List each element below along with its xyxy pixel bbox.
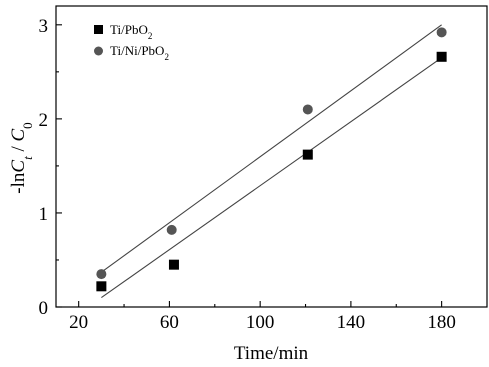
svg-text:-lnCt / C0: -lnCt / C0 — [8, 122, 35, 193]
legend-label-series-1: Ti/Ni/PbO2 — [110, 43, 169, 62]
x-tick-label: 60 — [160, 312, 179, 333]
x-tick-label: 20 — [69, 312, 88, 333]
data-point-series-0 — [436, 51, 447, 62]
data-point-series-0 — [168, 259, 179, 270]
data-point-series-1 — [166, 224, 177, 235]
data-point-series-1 — [96, 269, 107, 280]
plot-area: 20 60 100 140 180 0 1 2 3 — [39, 5, 488, 333]
fit-lines — [101, 24, 442, 299]
legend: Ti/PbO2 Ti/Ni/PbO2 — [94, 22, 169, 62]
y-tick-label: 0 — [39, 298, 49, 319]
data-points — [96, 27, 447, 292]
x-tick-label: 100 — [246, 312, 275, 333]
data-point-series-0 — [302, 149, 313, 160]
data-point-series-0 — [96, 281, 107, 292]
y-tick-label: 3 — [39, 16, 49, 37]
data-point-series-1 — [436, 27, 447, 38]
data-point-series-1 — [302, 104, 313, 115]
fit-line-series-0 — [101, 57, 442, 299]
x-tick-label: 180 — [427, 312, 456, 333]
y-tick-label: 2 — [39, 110, 49, 131]
fit-line-series-1 — [101, 24, 442, 273]
legend-marker-series-1 — [94, 46, 103, 56]
legend-label-series-0: Ti/PbO2 — [110, 22, 152, 41]
legend-marker-series-0 — [94, 25, 103, 34]
y-axis-title: -lnCt / C0 — [8, 122, 35, 193]
x-tick-label: 140 — [337, 312, 366, 333]
x-axis-title: Time/min — [234, 343, 309, 364]
plot-frame — [55, 5, 488, 308]
y-tick-label: 1 — [39, 204, 49, 225]
axis-ticks: 20 60 100 140 180 0 1 2 3 — [39, 16, 456, 333]
